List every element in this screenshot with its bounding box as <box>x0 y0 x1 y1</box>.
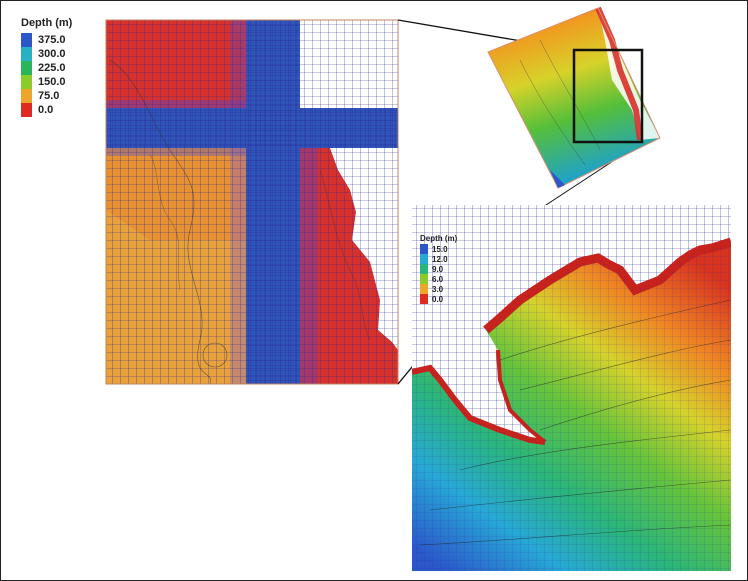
legend-entry: 3.0 <box>420 284 457 294</box>
left-grid-panel <box>105 19 399 385</box>
legend-entry: 75.0 <box>21 89 72 103</box>
overview-inset-map <box>487 6 661 189</box>
legend-title: Depth (m) <box>21 17 73 29</box>
legend-label: 12.0 <box>432 254 448 264</box>
legend-swatch <box>21 47 32 61</box>
legend-swatch <box>21 75 32 89</box>
legend-label: 75.0 <box>38 90 60 102</box>
legend-label: 3.0 <box>432 284 444 294</box>
legend-entry: 225.0 <box>21 61 72 75</box>
legend-label: 150.0 <box>38 76 66 88</box>
legend-label: 375.0 <box>38 34 66 46</box>
legend-entry: 150.0 <box>21 75 72 89</box>
legend-swatch <box>420 244 428 254</box>
zoomed-grid-panel <box>412 205 731 571</box>
legend-swatch <box>21 33 32 47</box>
legend-label: 225.0 <box>38 62 66 74</box>
legend-entry: 9.0 <box>420 264 457 274</box>
legend-swatch <box>420 254 428 264</box>
legend-swatch <box>21 89 32 103</box>
legend-entry: 375.0 <box>21 33 72 47</box>
legend-swatch <box>420 284 428 294</box>
depth-legend-main: Depth (m) 375.0 300.0 225.0 150.0 75.0 0.0 <box>21 17 72 117</box>
legend-label: 300.0 <box>38 48 66 60</box>
zoom-extent-box <box>572 48 644 144</box>
legend-label: 0.0 <box>38 104 54 116</box>
legend-swatch <box>21 61 32 75</box>
legend-swatch <box>21 103 32 117</box>
legend-title: Depth (m) <box>420 234 458 243</box>
legend-entry: 15.0 <box>420 244 457 254</box>
legend-label: 6.0 <box>432 274 444 284</box>
legend-label: 0.0 <box>432 294 444 304</box>
legend-label: 9.0 <box>432 264 444 274</box>
legend-swatch <box>420 264 428 274</box>
legend-label: 15.0 <box>432 244 448 254</box>
legend-entry: 6.0 <box>420 274 457 284</box>
legend-entry: 0.0 <box>21 103 72 117</box>
depth-legend-inset: Depth (m) 15.0 12.0 9.0 6.0 3.0 0.0 <box>420 234 457 304</box>
legend-swatch <box>420 294 428 304</box>
legend-entry: 300.0 <box>21 47 72 61</box>
legend-entry: 12.0 <box>420 254 457 264</box>
legend-swatch <box>420 274 428 284</box>
legend-entry: 0.0 <box>420 294 457 304</box>
